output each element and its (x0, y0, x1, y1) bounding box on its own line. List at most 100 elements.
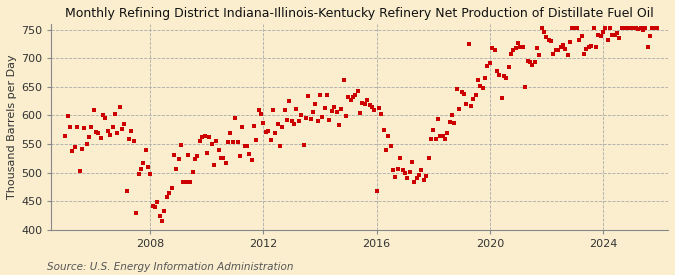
Point (602, 38, 613, 42)
Point (244, 152, 254, 156)
Point (614, 36, 625, 40)
Point (560, 47, 570, 51)
Point (119, 122, 130, 126)
Point (572, 26, 583, 31)
Point (640, 26, 651, 31)
Point (147, 204, 158, 208)
Point (529, 60, 540, 64)
Point (352, 89, 363, 93)
Point (286, 119, 297, 123)
Point (315, 93, 325, 97)
Point (475, 84, 486, 88)
Point (593, 33, 603, 37)
Point (404, 169, 415, 174)
Point (227, 139, 238, 144)
Point (633, 27, 644, 31)
Point (234, 153, 245, 158)
Point (397, 168, 408, 172)
Point (494, 73, 505, 78)
Point (487, 46, 497, 50)
Point (310, 102, 321, 107)
Point (305, 116, 316, 121)
Point (362, 98, 373, 103)
Point (62, 114, 73, 119)
Point (98, 113, 109, 117)
Point (376, 111, 387, 116)
Point (294, 119, 304, 123)
Point (466, 104, 477, 108)
Point (350, 93, 361, 97)
Point (364, 103, 375, 108)
Point (567, 26, 578, 31)
Point (86, 125, 97, 130)
Point (597, 30, 608, 35)
Point (437, 134, 448, 139)
Point (414, 173, 425, 177)
Point (88, 108, 99, 112)
Point (239, 144, 250, 148)
Point (185, 180, 196, 185)
Point (230, 116, 240, 120)
Point (166, 186, 177, 190)
Text: Source: U.S. Energy Information Administration: Source: U.S. Energy Information Administ… (47, 262, 294, 272)
Point (296, 113, 306, 117)
Point (373, 106, 384, 111)
Point (513, 41, 524, 45)
Point (605, 26, 616, 31)
Point (553, 47, 564, 52)
Point (155, 214, 165, 218)
Point (248, 124, 259, 128)
Point (313, 119, 323, 123)
Point (433, 117, 443, 122)
Point (534, 53, 545, 57)
Point (515, 45, 526, 50)
Point (112, 131, 123, 135)
Point (133, 172, 144, 176)
Point (209, 163, 219, 167)
Point (331, 110, 342, 115)
Point (126, 128, 137, 133)
Point (395, 156, 406, 160)
Point (423, 156, 434, 160)
Point (84, 135, 95, 139)
Point (461, 101, 472, 106)
Point (201, 151, 212, 155)
Point (327, 109, 338, 113)
Point (161, 194, 172, 199)
Point (472, 78, 483, 82)
Point (329, 104, 340, 109)
Point (346, 98, 356, 103)
Point (524, 60, 535, 64)
Point (173, 157, 184, 161)
Point (317, 115, 328, 119)
Point (402, 176, 412, 180)
Point (265, 138, 276, 142)
Point (142, 165, 153, 170)
Point (390, 175, 401, 180)
Point (220, 161, 231, 165)
Point (624, 26, 634, 31)
Point (140, 148, 151, 152)
Point (430, 136, 441, 141)
Point (324, 118, 335, 123)
Point (454, 106, 464, 111)
Point (322, 93, 333, 98)
Point (76, 147, 87, 151)
Point (128, 139, 139, 143)
Point (583, 45, 594, 49)
Point (439, 137, 450, 141)
Point (630, 26, 641, 31)
Point (60, 134, 71, 139)
Point (289, 122, 300, 127)
Point (406, 160, 417, 164)
Point (421, 174, 431, 178)
Point (626, 26, 637, 31)
Point (541, 35, 551, 39)
Point (649, 26, 660, 31)
Point (237, 125, 248, 130)
Point (215, 156, 226, 160)
Point (425, 136, 436, 141)
Point (463, 42, 474, 46)
Point (171, 167, 182, 171)
Point (435, 134, 446, 139)
